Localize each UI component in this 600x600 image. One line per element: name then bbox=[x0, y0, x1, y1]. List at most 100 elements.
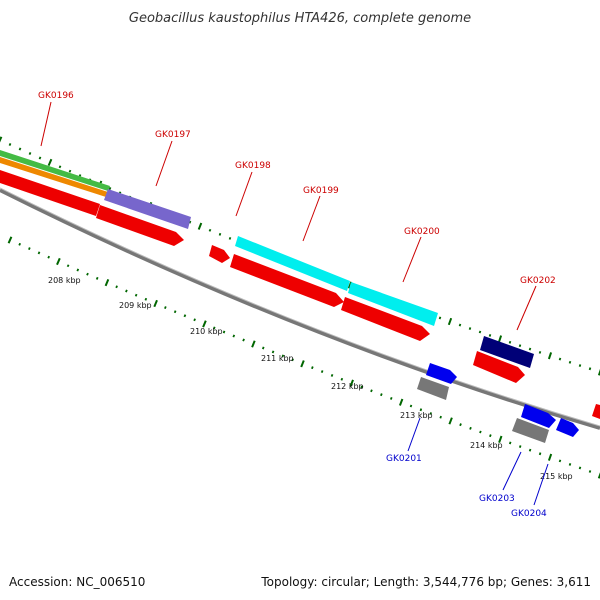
leader-line bbox=[235, 171, 253, 217]
kbp-label: 211 kbp bbox=[261, 354, 294, 363]
minor-tick bbox=[380, 393, 383, 397]
minor-tick bbox=[8, 143, 12, 146]
minor-tick bbox=[419, 408, 423, 412]
minor-tick bbox=[261, 346, 265, 350]
minor-tick bbox=[218, 232, 222, 236]
major-tick bbox=[7, 236, 13, 244]
leader-line bbox=[40, 101, 52, 147]
bottom-leader-lines bbox=[407, 417, 549, 506]
gene-label[interactable]: GK0204 bbox=[511, 509, 547, 519]
minor-tick bbox=[193, 318, 196, 322]
leader-line bbox=[302, 195, 321, 242]
major-tick bbox=[202, 320, 207, 328]
minor-tick bbox=[458, 323, 462, 327]
minor-tick bbox=[330, 373, 334, 377]
minor-tick bbox=[489, 434, 492, 438]
minor-tick bbox=[188, 220, 192, 224]
minor-tick bbox=[588, 470, 592, 473]
minor-tick bbox=[58, 165, 62, 169]
kbp-label: 213 kbp bbox=[400, 411, 433, 420]
kbp-label: 210 kbp bbox=[190, 327, 223, 336]
gene-label[interactable]: GK0203 bbox=[479, 494, 515, 504]
minor-tick bbox=[173, 310, 177, 314]
major-tick bbox=[0, 136, 3, 143]
minor-tick bbox=[568, 360, 572, 364]
feature-gk0197-purple bbox=[104, 189, 191, 229]
accession-text: Accession: NC_006510 bbox=[9, 575, 145, 589]
major-tick bbox=[197, 222, 203, 230]
minor-tick bbox=[28, 247, 31, 251]
map-title: Geobacillus kaustophilus HTA426, complet… bbox=[129, 11, 471, 26]
minor-tick bbox=[538, 350, 542, 354]
minor-tick bbox=[528, 448, 532, 452]
minor-tick bbox=[588, 367, 592, 371]
minor-tick bbox=[232, 334, 236, 338]
major-tick bbox=[547, 453, 553, 461]
gene-label[interactable]: GK0202 bbox=[520, 276, 556, 286]
outer-tick-row bbox=[0, 136, 600, 376]
minor-tick bbox=[125, 289, 128, 293]
minor-tick bbox=[18, 147, 22, 151]
minor-tick bbox=[183, 314, 187, 318]
minor-tick bbox=[438, 316, 442, 320]
minor-tick bbox=[86, 272, 89, 276]
genome-backbone-highlight bbox=[0, 187, 600, 427]
gene-label[interactable]: GK0198 bbox=[235, 161, 271, 171]
major-tick bbox=[251, 340, 256, 348]
minor-tick bbox=[478, 330, 482, 334]
feature-gk0197-red bbox=[96, 205, 184, 246]
kbp-label: 214 kbp bbox=[470, 441, 503, 450]
minor-tick bbox=[389, 396, 393, 400]
minor-tick bbox=[108, 187, 112, 190]
minor-tick bbox=[320, 370, 324, 374]
major-tick bbox=[104, 279, 110, 287]
minor-tick bbox=[95, 276, 99, 280]
gene-label[interactable]: GK0197 bbox=[155, 130, 191, 140]
inner-tick-row bbox=[7, 236, 600, 479]
minor-tick bbox=[459, 423, 462, 427]
minor-tick bbox=[18, 242, 22, 246]
minor-tick bbox=[66, 264, 70, 268]
gene-label[interactable]: GK0200 bbox=[404, 227, 440, 237]
minor-tick bbox=[469, 426, 472, 430]
minor-tick bbox=[291, 358, 294, 362]
major-tick bbox=[153, 299, 158, 308]
minor-tick bbox=[558, 357, 562, 361]
minor-tick bbox=[508, 340, 512, 344]
gene-label[interactable]: GK0201 bbox=[386, 454, 422, 464]
minor-tick bbox=[37, 251, 41, 255]
minor-tick bbox=[479, 430, 482, 434]
genome-backbone bbox=[0, 188, 600, 430]
minor-tick bbox=[578, 364, 582, 367]
minor-tick bbox=[558, 459, 562, 463]
minor-tick bbox=[568, 463, 572, 466]
minor-tick bbox=[134, 293, 138, 297]
major-tick bbox=[56, 257, 61, 266]
feature-gk0200-cyan bbox=[348, 282, 438, 326]
minor-tick bbox=[468, 327, 472, 330]
major-tick bbox=[498, 435, 503, 443]
minor-tick bbox=[340, 377, 344, 381]
major-tick bbox=[597, 368, 600, 376]
feature-gk0201-blue bbox=[426, 363, 457, 384]
minor-tick bbox=[242, 338, 245, 342]
gene-label[interactable]: GK0196 bbox=[38, 91, 74, 101]
feature-red-left bbox=[0, 170, 100, 216]
minor-tick bbox=[28, 152, 32, 155]
minor-tick bbox=[409, 404, 413, 408]
minor-tick bbox=[518, 344, 522, 348]
major-tick bbox=[597, 472, 600, 479]
minor-tick bbox=[311, 366, 314, 370]
gene-label[interactable]: GK0199 bbox=[303, 186, 339, 196]
minor-tick bbox=[228, 236, 232, 240]
feature-gk0200-red bbox=[341, 297, 430, 341]
feature-gk0202-red bbox=[473, 351, 525, 383]
major-tick bbox=[47, 158, 53, 167]
minor-tick bbox=[370, 389, 373, 393]
feature-gk0202-navy bbox=[480, 336, 534, 368]
minor-tick bbox=[281, 354, 285, 358]
major-tick bbox=[497, 335, 503, 343]
major-tick bbox=[448, 417, 453, 425]
leader-line bbox=[533, 463, 549, 506]
